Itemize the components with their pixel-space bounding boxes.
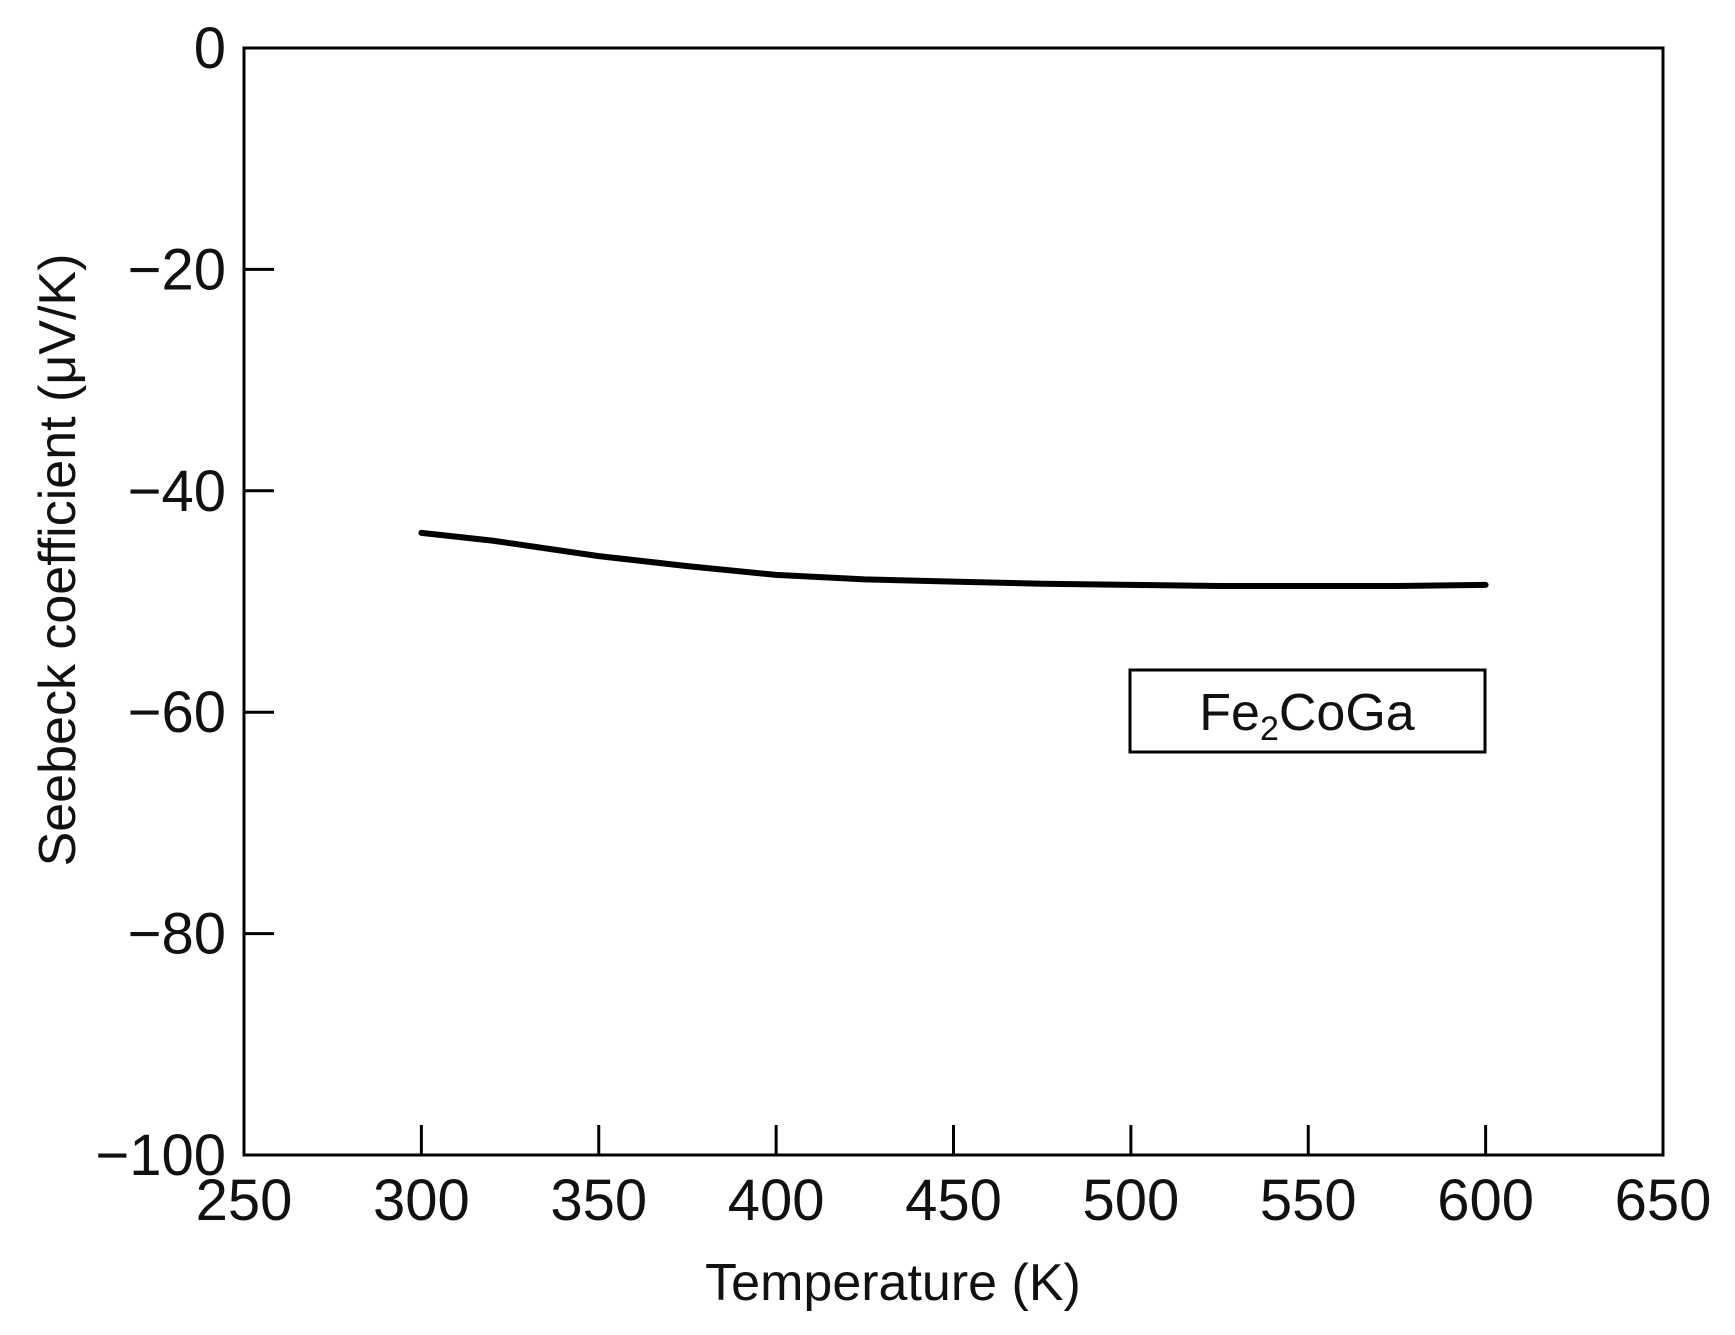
legend-label-base: Fe (1199, 684, 1260, 742)
y-tick-label: −40 (128, 459, 226, 524)
x-tick-label: 350 (550, 1168, 647, 1233)
x-axis-title: Temperature (K) (705, 1254, 1081, 1312)
legend-label: Fe2CoGa (1199, 684, 1415, 748)
x-tick-label: 300 (373, 1168, 470, 1233)
series-line (418, 529, 1489, 589)
x-tick-label: 550 (1260, 1168, 1357, 1233)
y-tick-label: −60 (128, 680, 226, 745)
x-tick-label: 250 (196, 1168, 293, 1233)
x-tick-label: 600 (1437, 1168, 1534, 1233)
legend-label-subscript: 2 (1260, 710, 1279, 748)
x-tick-label: 450 (905, 1168, 1002, 1233)
axes-group: 250 300 350 400 450 500 550 600 650 0 −20 −40 −60 −80… (95, 16, 1711, 1233)
legend-box (1128, 668, 1487, 754)
series-group (418, 529, 1489, 589)
y-tick-label: −80 (128, 902, 226, 967)
plot-frame (242, 46, 1665, 1157)
y-tick-label: 0 (194, 16, 226, 81)
x-tick-label: 400 (728, 1168, 825, 1233)
x-tick-label: 650 (1615, 1168, 1712, 1233)
legend-group: Fe2CoGa (1128, 668, 1487, 754)
x-tick-label: 500 (1082, 1168, 1179, 1233)
y-tick-label: −20 (128, 237, 226, 302)
y-axis-title: Seebeck coefficient (μV/K) (29, 254, 87, 867)
legend-label-rest: CoGa (1279, 684, 1415, 742)
y-tick-label: −100 (95, 1123, 226, 1188)
